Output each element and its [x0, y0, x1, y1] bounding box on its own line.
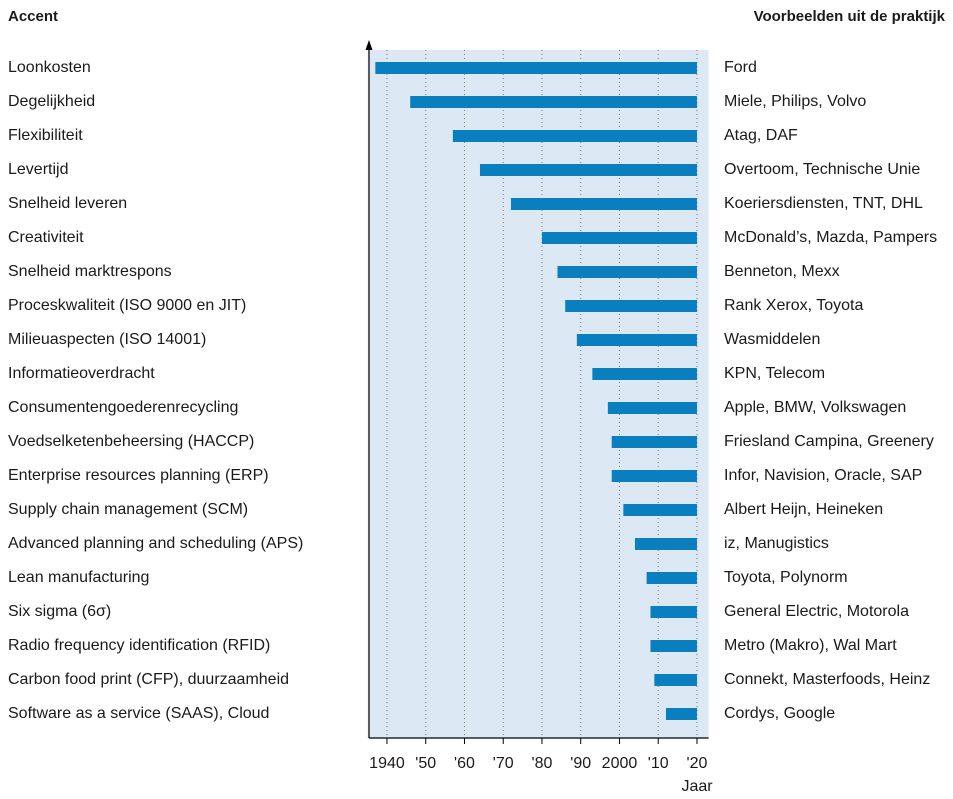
bar [541, 232, 697, 244]
x-tick-label: '80 [532, 755, 553, 772]
category-label: Levertijd [8, 161, 68, 178]
example-label: Atag, DAF [724, 127, 798, 144]
category-header: Accent [8, 8, 58, 25]
example-label: iz, Manugistics [724, 535, 829, 552]
bar [565, 300, 697, 312]
bar [654, 674, 697, 686]
example-label: Albert Heijn, Heineken [724, 501, 883, 518]
category-label: Supply chain management (SCM) [8, 501, 248, 518]
example-label: Rank Xerox, Toyota [724, 297, 863, 314]
bar [611, 436, 697, 448]
example-label: Miele, Philips, Volvo [724, 93, 866, 110]
x-tick-label: '60 [454, 755, 475, 772]
bar [650, 640, 697, 652]
example-label: General Electric, Motorola [724, 603, 909, 620]
x-tick-label: '20 [687, 755, 708, 772]
category-label: Snelheid marktrespons [8, 263, 172, 280]
bar [650, 606, 697, 618]
category-label: Proceskwaliteit (ISO 9000 en JIT) [8, 297, 246, 314]
bar [592, 368, 697, 380]
category-label: Radio frequency identification (RFID) [8, 637, 270, 654]
category-label: Consumentengoederenrecycling [8, 399, 238, 416]
bar [646, 572, 697, 584]
x-tick-label: 2000 [602, 755, 638, 772]
category-label: Carbon food print (CFP), duurzaamheid [8, 671, 289, 688]
bar [611, 470, 697, 482]
example-label: Toyota, Polynorm [724, 569, 848, 586]
x-tick-label: '70 [493, 755, 514, 772]
category-label: Snelheid leveren [8, 195, 127, 212]
bar [410, 96, 697, 108]
example-label: Overtoom, Technische Unie [724, 161, 920, 178]
example-label: Friesland Campina, Greenery [724, 433, 934, 450]
plot-background [367, 50, 709, 738]
x-tick-label: '90 [570, 755, 591, 772]
bar [634, 538, 697, 550]
bar [623, 504, 697, 516]
bar [576, 334, 697, 346]
example-label: Apple, BMW, Volkswagen [724, 399, 906, 416]
category-label: Milieuaspecten (ISO 14001) [8, 331, 206, 348]
x-tick-label: '10 [648, 755, 669, 772]
example-label: Metro (Makro), Wal Mart [724, 637, 897, 654]
bar [607, 402, 697, 414]
example-label: Benneton, Mexx [724, 263, 840, 280]
bar [479, 164, 697, 176]
category-label: Voedselketenbeheersing (HACCP) [8, 433, 254, 450]
category-label: Loonkosten [8, 59, 91, 76]
category-label: Informatieoverdracht [8, 365, 155, 382]
category-label: Flexibiliteit [8, 127, 83, 144]
example-label: Koeriersdiensten, TNT, DHL [724, 195, 923, 212]
category-label: Six sigma (6σ) [8, 603, 111, 620]
example-label: McDonald’s, Mazda, Pampers [724, 229, 937, 246]
category-label: Software as a service (SAAS), Cloud [8, 705, 269, 722]
bar [557, 266, 697, 278]
x-axis-label: Jaar [681, 778, 713, 795]
bar [665, 708, 697, 720]
example-label: Ford [724, 59, 757, 76]
category-label: Creativiteit [8, 229, 84, 246]
category-label: Advanced planning and scheduling (APS) [8, 535, 303, 552]
x-tick-label: 1940 [369, 755, 405, 772]
category-label: Enterprise resources planning (ERP) [8, 467, 269, 484]
bar [375, 62, 697, 74]
example-label: KPN, Telecom [724, 365, 825, 382]
bar [510, 198, 697, 210]
example-label: Infor, Navision, Oracle, SAP [724, 467, 922, 484]
axis-arrow [365, 40, 373, 50]
category-label: Degelijkheid [8, 93, 95, 110]
example-label: Connekt, Masterfoods, Heinz [724, 671, 930, 688]
bar [452, 130, 697, 142]
example-label: Cordys, Google [724, 705, 835, 722]
x-tick-label: '50 [415, 755, 436, 772]
example-label: Wasmiddelen [724, 331, 820, 348]
category-label: Lean manufacturing [8, 569, 149, 586]
examples-header: Voorbeelden uit de praktijk [754, 8, 946, 25]
